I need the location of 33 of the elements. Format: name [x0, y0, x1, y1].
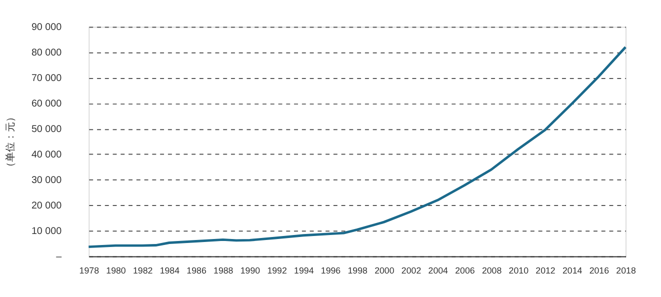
x-tick-label: 2018	[616, 265, 636, 276]
x-tick-label: 1986	[186, 265, 206, 276]
y-tick-label: 30 000	[31, 175, 62, 186]
x-tick-label: 2010	[508, 265, 529, 276]
x-tick-label: 1992	[267, 265, 287, 276]
x-tick-label: 2014	[562, 265, 582, 276]
x-tick-label: 1996	[320, 265, 341, 276]
x-tick-label: 1988	[214, 265, 234, 276]
y-tick-label: 80 000	[31, 48, 62, 59]
y-tick-label: 40 000	[31, 150, 62, 161]
x-tick-label: 2006	[455, 265, 475, 276]
x-tick-label: 2008	[482, 265, 502, 276]
y-tick-label: 20 000	[31, 200, 62, 212]
x-tick-label: 1978	[79, 265, 100, 276]
x-tick-label: 1984	[160, 265, 180, 276]
line-series	[87, 46, 627, 248]
x-tick-label: 1982	[132, 265, 153, 276]
x-tick-label: 2004	[428, 265, 448, 276]
y-tick-label: 10 000	[31, 226, 62, 238]
y-tick-label: 60 000	[31, 98, 62, 110]
x-tick-label: 1980	[106, 265, 126, 276]
y-axis-title: （单位：元）	[4, 112, 17, 172]
x-tick-label: 2000	[374, 265, 394, 276]
x-tick-label: 1998	[348, 265, 368, 276]
x-tick-label: 2016	[589, 265, 610, 276]
x-tick-label: 1990	[240, 265, 260, 276]
x-tick-label: 2012	[536, 265, 556, 276]
y-tick-label: 90 000	[31, 22, 62, 34]
y-tick-label: 70 000	[31, 73, 62, 84]
y-tick-label: 50 000	[31, 124, 62, 136]
x-tick-label: 2002	[401, 265, 422, 276]
x-tick-label: 1994	[294, 265, 314, 276]
y-tick-label: –	[56, 252, 62, 263]
